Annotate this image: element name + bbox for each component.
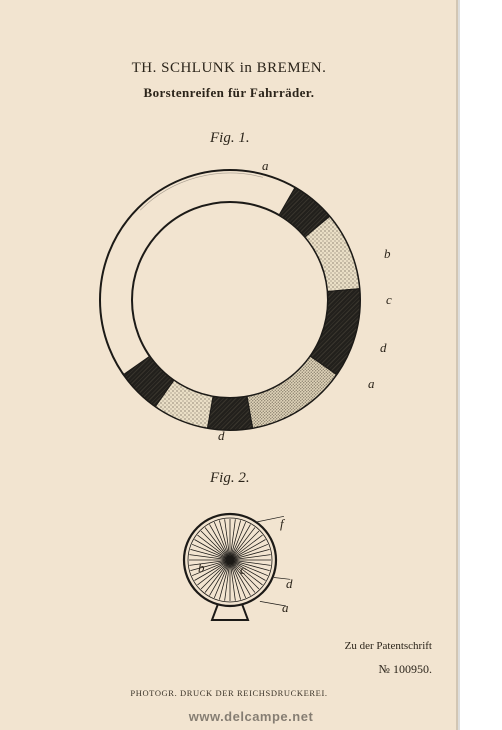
fig2-letter-f: f	[280, 516, 284, 532]
fig1-letter-d: d	[380, 340, 387, 356]
fig2-letter-c: c	[240, 562, 246, 578]
patent-number: № 100950.	[379, 662, 432, 677]
fig1-letter-a: a	[368, 376, 375, 392]
fig2-letter-a: a	[282, 600, 289, 616]
patent-page: TH. SCHLUNK in BREMEN. Borstenreifen für…	[0, 0, 502, 730]
fig1-letter-d: d	[218, 428, 225, 444]
fig2-letter-d: d	[286, 576, 293, 592]
fig2-diagram	[0, 480, 460, 660]
fig1-letter-a: a	[262, 158, 269, 174]
page-edge	[458, 0, 502, 730]
fig1-letter-c: c	[386, 292, 392, 308]
patent-reference: Zu der Patentschrift	[345, 640, 432, 652]
watermark: www.delcampe.net	[0, 709, 502, 724]
printer-line: PHOTOGR. DRUCK DER REICHSDRUCKEREI.	[0, 688, 458, 698]
fig1-letter-b: b	[384, 246, 391, 262]
fig2-letter-b: b	[198, 560, 205, 576]
